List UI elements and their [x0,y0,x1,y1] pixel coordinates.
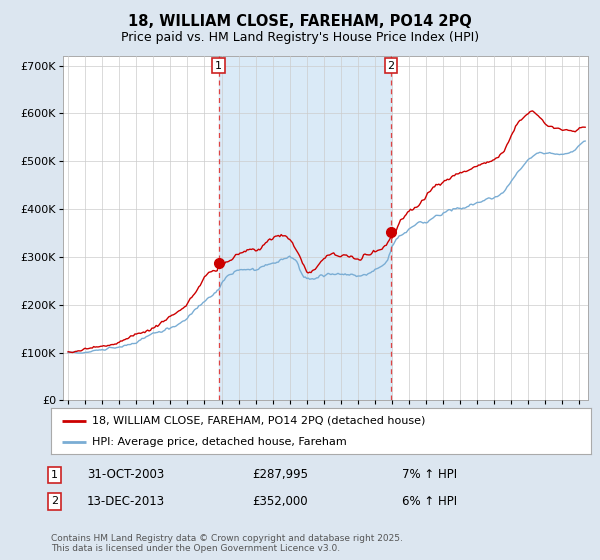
Text: 18, WILLIAM CLOSE, FAREHAM, PO14 2PQ (detached house): 18, WILLIAM CLOSE, FAREHAM, PO14 2PQ (de… [91,416,425,426]
Bar [218,56,391,400]
Text: 7% ↑ HPI: 7% ↑ HPI [402,468,457,482]
Text: Contains HM Land Registry data © Crown copyright and database right 2025.
This d: Contains HM Land Registry data © Crown c… [51,534,403,553]
Text: 1: 1 [51,470,58,480]
Text: 2: 2 [51,496,58,506]
Text: 18, WILLIAM CLOSE, FAREHAM, PO14 2PQ: 18, WILLIAM CLOSE, FAREHAM, PO14 2PQ [128,14,472,29]
Text: 6% ↑ HPI: 6% ↑ HPI [402,494,457,508]
Text: 31-OCT-2003: 31-OCT-2003 [87,468,164,482]
Text: HPI: Average price, detached house, Fareham: HPI: Average price, detached house, Fare… [91,437,346,447]
Text: Price paid vs. HM Land Registry's House Price Index (HPI): Price paid vs. HM Land Registry's House … [121,31,479,44]
Text: 2: 2 [388,60,395,71]
Text: 1: 1 [215,60,222,71]
Text: 13-DEC-2013: 13-DEC-2013 [87,494,165,508]
Text: £352,000: £352,000 [252,494,308,508]
Text: £287,995: £287,995 [252,468,308,482]
